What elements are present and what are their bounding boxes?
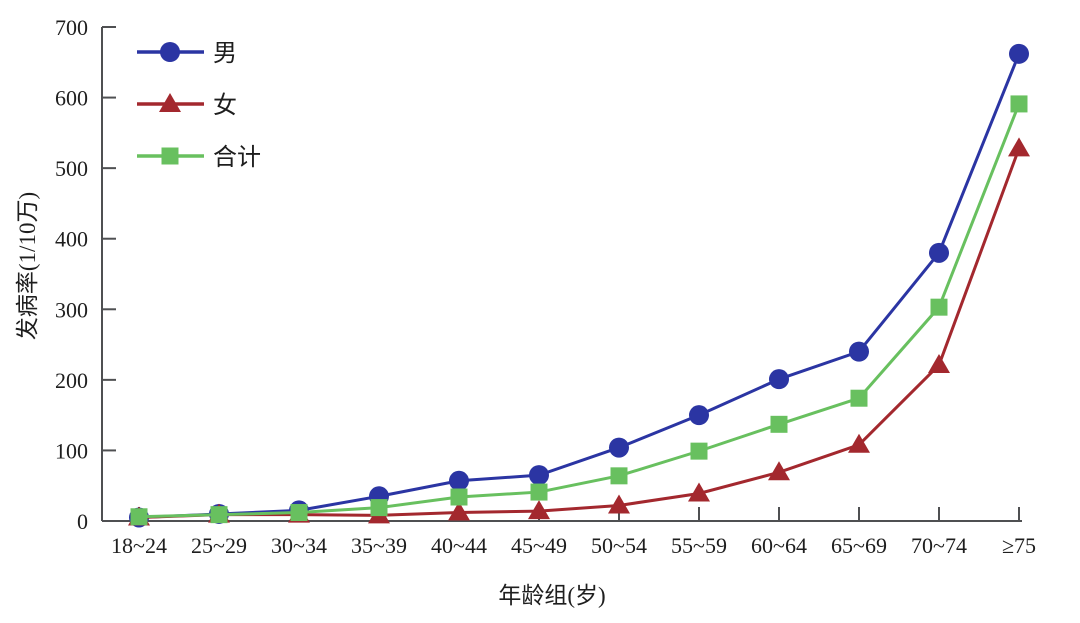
x-tick-label: 70~74 xyxy=(911,533,967,558)
legend-label-male: 男 xyxy=(213,41,237,67)
data-point-female xyxy=(928,354,950,374)
legend-item-male: 男 xyxy=(137,41,237,67)
x-tick-label: 35~39 xyxy=(351,533,407,558)
legend-marker-female xyxy=(159,93,181,112)
legend-marker-total xyxy=(161,147,179,165)
series-female xyxy=(128,137,1030,526)
series-line-total xyxy=(138,103,1021,519)
data-point-male xyxy=(1009,43,1029,64)
data-point-total xyxy=(530,483,548,501)
data-point-female xyxy=(768,461,790,481)
x-tick-label: 60~64 xyxy=(751,533,807,558)
data-point-total xyxy=(210,506,228,524)
legend-item-female: 女 xyxy=(137,92,237,119)
x-tick-label: 65~69 xyxy=(831,533,887,558)
y-axis-title: 发病率(1/10万) xyxy=(15,192,40,340)
y-tick-label: 600 xyxy=(55,86,88,111)
data-point-male xyxy=(609,437,629,458)
y-tick-label: 200 xyxy=(55,368,88,393)
data-point-total xyxy=(850,389,868,407)
x-tick-label: ≥75 xyxy=(1002,533,1036,558)
data-point-female xyxy=(1008,137,1030,157)
y-tick-label: 100 xyxy=(55,438,88,463)
data-point-female xyxy=(688,482,710,502)
data-point-male xyxy=(689,405,709,426)
series-male xyxy=(129,43,1029,528)
y-tick-label: 500 xyxy=(55,156,88,181)
y-tick-label: 300 xyxy=(55,297,88,322)
data-point-male xyxy=(449,470,469,491)
data-point-female xyxy=(528,500,550,520)
legend-label-total: 合计 xyxy=(213,144,261,171)
data-point-total xyxy=(690,442,708,460)
legend-marker-male xyxy=(160,42,180,62)
data-point-total xyxy=(450,488,468,506)
data-point-total xyxy=(1010,95,1028,113)
x-tick-label: 18~24 xyxy=(111,533,167,558)
axes: 0 100 200 300 400 500 600 700 18~24 25~29 30~34 35~… xyxy=(55,15,1036,558)
data-point-male xyxy=(849,341,869,362)
data-point-male xyxy=(929,242,949,263)
x-tick-label: 40~44 xyxy=(431,533,487,558)
legend-item-total: 合计 xyxy=(137,144,261,171)
y-tick-label: 400 xyxy=(55,227,88,252)
data-point-total xyxy=(130,508,148,526)
series-line-female xyxy=(138,147,1021,519)
data-point-total xyxy=(930,298,948,316)
x-tick-label: 50~54 xyxy=(591,533,647,558)
x-tick-label: 55~59 xyxy=(671,533,727,558)
y-tick-label: 700 xyxy=(55,15,88,40)
data-point-male xyxy=(529,465,549,486)
data-point-total xyxy=(610,467,628,485)
y-tick-label: 0 xyxy=(77,509,88,534)
x-tick-label: 25~29 xyxy=(191,533,247,558)
data-point-total xyxy=(370,499,388,517)
series-total xyxy=(130,95,1028,526)
legend-label-female: 女 xyxy=(213,92,237,119)
series-line-male xyxy=(138,53,1021,519)
data-point-total xyxy=(290,504,308,522)
x-tick-label: 45~49 xyxy=(511,533,567,558)
x-axis-title: 年龄组(岁) xyxy=(498,583,605,608)
data-point-female xyxy=(448,501,470,521)
series-layer xyxy=(128,43,1030,528)
data-point-male xyxy=(769,369,789,390)
x-tick-label: 30~34 xyxy=(271,533,327,558)
data-point-female xyxy=(848,433,870,453)
data-point-female xyxy=(608,494,630,514)
data-point-total xyxy=(770,415,788,433)
